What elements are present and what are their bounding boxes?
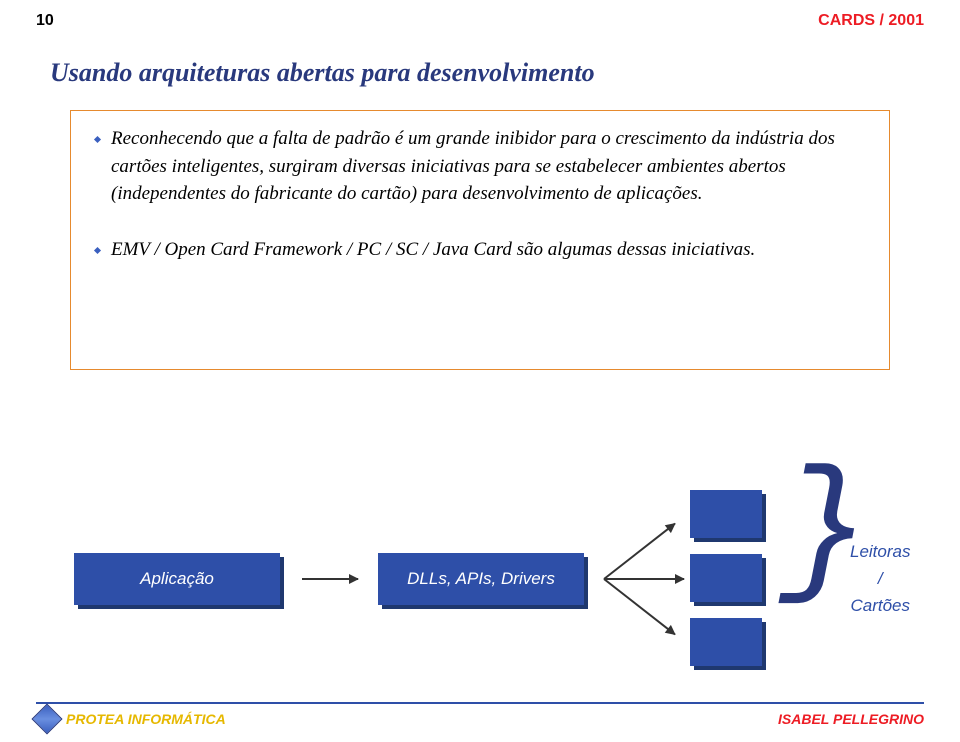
slide-title: Usando arquiteturas abertas para desenvo… [50, 58, 595, 88]
node-middle: DLLs, APIs, Drivers [378, 553, 584, 605]
brace-label-line3: Cartões [850, 596, 910, 615]
footer-company: PROTEA INFORMÁTICA [66, 711, 226, 727]
paragraph-2: EMV / Open Card Framework / PC / SC / Ja… [93, 236, 871, 264]
architecture-diagram: Aplicação DLLs, APIs, Drivers } Leitoras… [50, 480, 930, 660]
arrow-to-mid [604, 578, 684, 580]
header-brand: CARDS / 2001 [818, 12, 924, 30]
slide-footer: PROTEA INFORMÁTICA ISABEL PELLEGRINO [36, 702, 924, 730]
content-box: Reconhecendo que a falta de padrão é um … [70, 110, 890, 370]
slide-header: 10 CARDS / 2001 [36, 12, 924, 30]
arrow-to-top [603, 523, 675, 580]
footer-author: ISABEL PELLEGRINO [778, 711, 924, 727]
paragraph-1: Reconhecendo que a falta de padrão é um … [93, 125, 871, 208]
brace-label-line1: Leitoras [850, 542, 910, 561]
footer-left: PROTEA INFORMÁTICA [36, 708, 226, 730]
arrow-to-bottom [603, 578, 675, 635]
node-app: Aplicação [74, 553, 280, 605]
node-app-label: Aplicação [140, 568, 214, 590]
small-node-bottom [690, 618, 762, 666]
small-node-top [690, 490, 762, 538]
page-number: 10 [36, 12, 54, 30]
brace-label: Leitoras / Cartões [850, 538, 910, 620]
brace-label-line2: / [878, 569, 883, 588]
small-node-mid [690, 554, 762, 602]
node-middle-label: DLLs, APIs, Drivers [407, 568, 555, 590]
company-logo-icon [31, 703, 62, 734]
footer-divider [36, 702, 924, 704]
arrow-app-to-middle [302, 578, 358, 580]
